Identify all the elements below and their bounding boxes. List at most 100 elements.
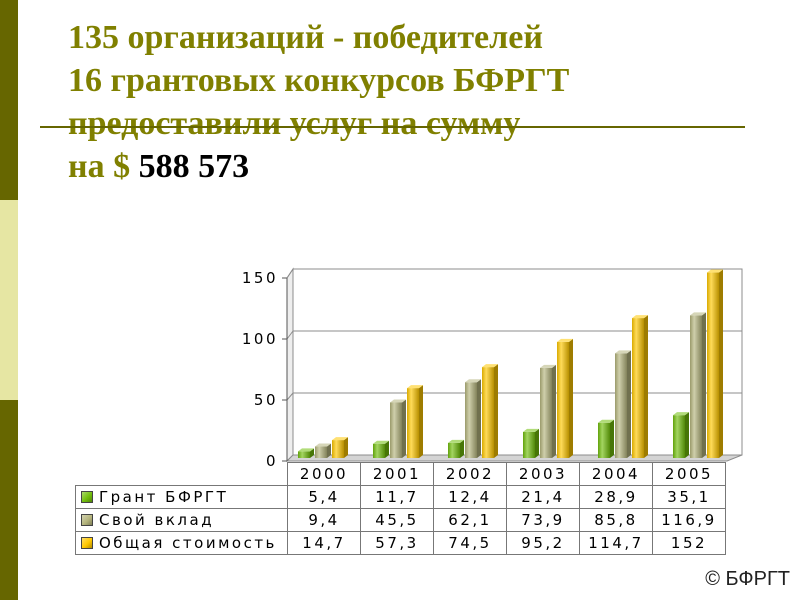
bar-series2-2003-top <box>540 364 556 368</box>
y-tick-label: 150 <box>242 269 278 287</box>
bar-series3-2000 <box>332 440 344 458</box>
series-label-cell: Свой вклад <box>75 508 288 532</box>
category-label: 2003 <box>506 462 580 486</box>
title-divider-line <box>40 126 745 128</box>
bar-series2-2001-side <box>402 399 406 458</box>
bar-series2-2000 <box>315 446 327 458</box>
category-label: 2005 <box>652 462 726 486</box>
title-amount: 588 573 <box>138 148 250 185</box>
bar-series2-2005-top <box>690 312 706 316</box>
slide-title-line: на $ 588 573 <box>68 145 569 188</box>
slide-title-line: 135 организаций - победителей <box>68 19 543 56</box>
bar-series3-2005 <box>707 272 719 458</box>
bar-series1-2004-top <box>598 419 614 423</box>
gridline-side <box>286 330 294 340</box>
data-cell: 14,7 <box>287 531 361 555</box>
category-label: 2004 <box>579 462 653 486</box>
data-cell: 57,3 <box>360 531 434 555</box>
category-label: 2001 <box>360 462 434 486</box>
bar-series3-2005-side <box>719 269 723 458</box>
bar-series1-2004-side <box>610 419 614 458</box>
bar-series2-2005 <box>690 315 702 458</box>
data-cell: 73,9 <box>506 508 580 532</box>
y-tick-label: 100 <box>242 330 278 348</box>
data-cell: 95,2 <box>506 531 580 555</box>
bar-series3-2004 <box>632 318 644 458</box>
bar-series2-2004 <box>615 353 627 458</box>
bar-series2-2003-side <box>552 364 556 458</box>
bar-series3-2001 <box>407 388 419 458</box>
legend-key <box>81 536 93 549</box>
data-cell: 21,4 <box>506 485 580 509</box>
amount-prefix: на $ <box>68 148 131 185</box>
bar-series3-2001-side <box>419 385 423 458</box>
data-cell: 152 <box>652 531 726 555</box>
data-cell: 45,5 <box>360 508 434 532</box>
bar-series1-2001-top <box>373 440 389 444</box>
chart-side-wall <box>286 267 294 463</box>
slide-title: 135 организаций - победителей 16 грантов… <box>68 16 569 188</box>
bar-series2-2004-side <box>627 350 631 458</box>
data-cell: 11,7 <box>360 485 434 509</box>
bar-series2-2002-side <box>477 379 481 458</box>
data-table-row: Грант БФРГТ 5,4 11,7 12,4 21,4 28,9 35,1 <box>75 485 726 509</box>
bar-series3-2003 <box>557 341 569 458</box>
sidebar-segment-middle <box>0 200 18 400</box>
data-cell: 74,5 <box>433 531 507 555</box>
bar-series1-2005-top <box>673 412 689 416</box>
data-cell: 5,4 <box>287 485 361 509</box>
bar-series1-2000-top <box>298 448 314 452</box>
bar-series1-2001-side <box>385 440 389 458</box>
bar-series1-2000-side <box>310 448 314 458</box>
gridline-side <box>286 268 294 279</box>
slide-title-line: 16 грантовых конкурсов БФРГТ <box>68 62 570 99</box>
bar-series1-2002 <box>448 442 460 458</box>
bar-series3-2000-side <box>344 437 348 458</box>
bar-series2-2001 <box>390 402 402 458</box>
data-cell: 35,1 <box>652 485 726 509</box>
bar-series2-2002-top <box>465 379 481 383</box>
bar-series3-2003-top <box>557 338 573 342</box>
bar-series3-2004-side <box>644 315 648 458</box>
series-name: Грант БФРГТ <box>99 487 229 506</box>
bar-series3-2005-top <box>707 269 723 273</box>
bar-series1-2004 <box>598 422 610 458</box>
bar-series2-2001-top <box>390 399 406 403</box>
bar-series1-2000 <box>298 451 310 458</box>
data-table-header-row: 2000 2001 2002 2003 2004 2005 <box>76 462 726 486</box>
data-cell: 85,8 <box>579 508 653 532</box>
data-cell: 62,1 <box>433 508 507 532</box>
bar-series2-2003 <box>540 367 552 458</box>
series-label-cell: Грант БФРГТ <box>75 485 288 509</box>
bar-series1-2001 <box>373 443 385 458</box>
gridline-side <box>286 392 294 401</box>
chart-back-wall <box>292 268 743 456</box>
bar-series1-2002-side <box>460 439 464 458</box>
y-tick-label: 0 <box>266 452 278 470</box>
data-cell: 9,4 <box>287 508 361 532</box>
bar-series2-2004-top <box>615 350 631 354</box>
bar-series3-2002 <box>482 367 494 458</box>
chart-data-table: 2000 2001 2002 2003 2004 2005 Грант БФРГ… <box>75 462 726 555</box>
data-table-row: Общая стоимость 14,7 57,3 74,5 95,2 114,… <box>75 531 726 555</box>
bar-series2-2000-side <box>327 443 331 458</box>
data-table-corner <box>76 463 288 486</box>
bar-series1-2003-side <box>535 428 539 458</box>
series-name: Общая стоимость <box>99 533 277 552</box>
bar-series3-2004-top <box>632 315 648 319</box>
bar-series3-2003-side <box>569 338 573 458</box>
copyright-text: © БФРГТ <box>705 568 790 590</box>
bar-series1-2002-top <box>448 439 464 443</box>
y-tick-label: 50 <box>254 391 278 409</box>
bar-series3-2000-top <box>332 437 348 441</box>
bar-chart: 0 50 100 150 <box>242 267 743 470</box>
bar-series2-2000-top <box>315 443 331 447</box>
series-name: Свой вклад <box>99 510 215 529</box>
legend-key <box>81 513 93 526</box>
bar-series1-2005 <box>673 415 685 458</box>
sidebar-segment-bottom <box>0 400 18 600</box>
sidebar-accent-bar <box>0 0 18 600</box>
bar-series2-2002 <box>465 382 477 458</box>
data-cell: 28,9 <box>579 485 653 509</box>
